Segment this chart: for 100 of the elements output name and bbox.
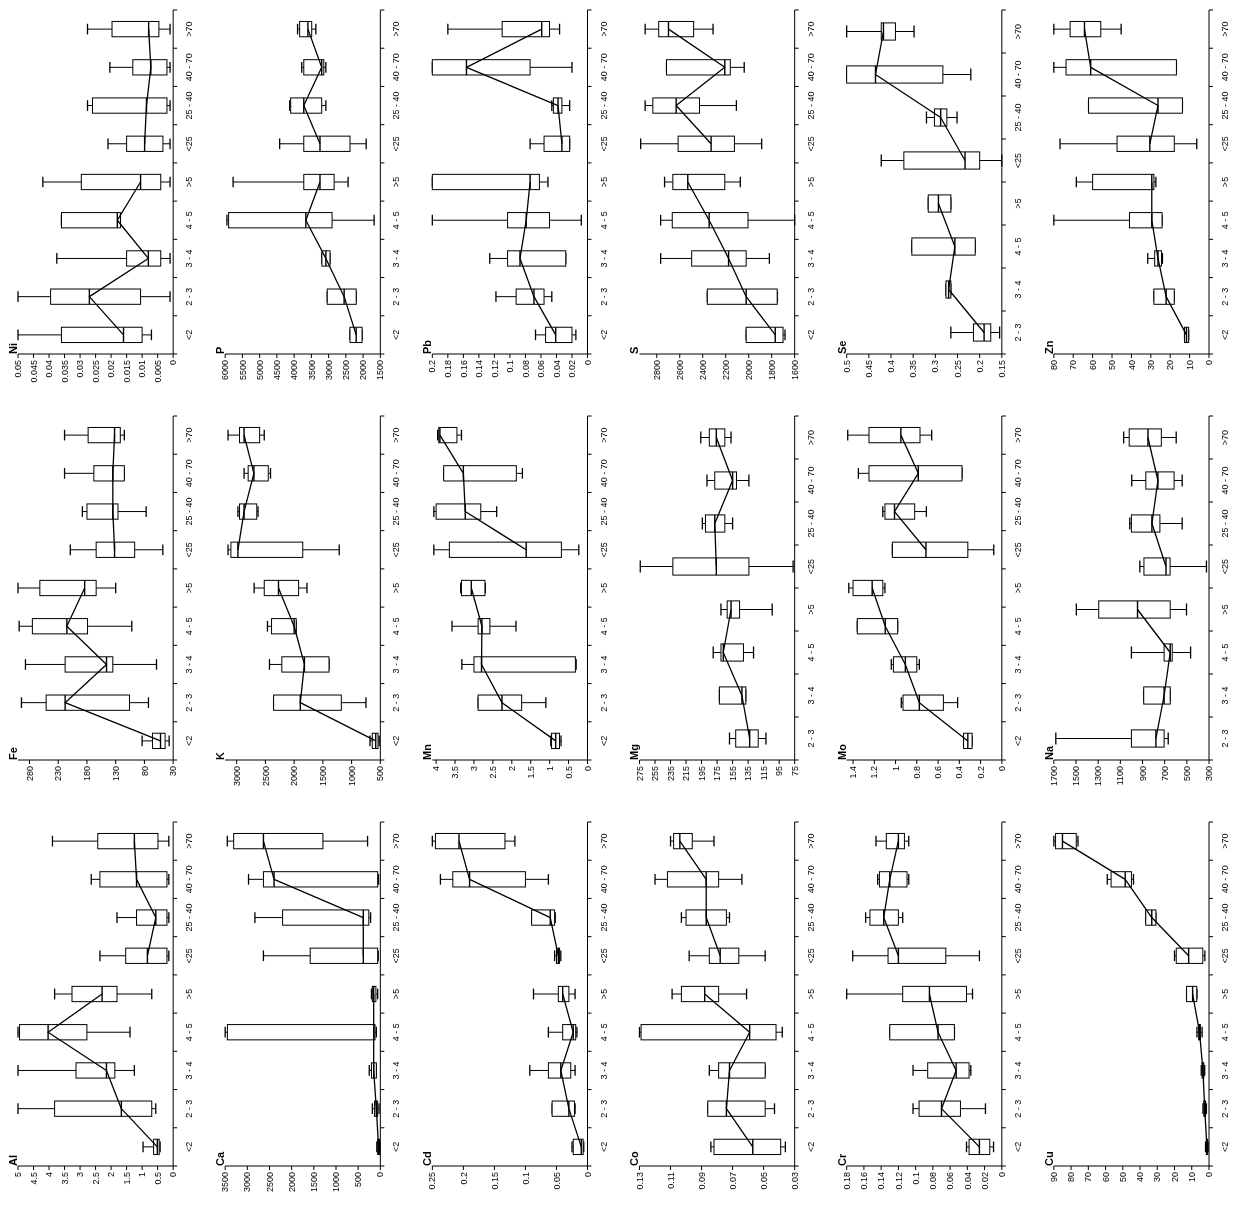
x-tick-label: 3000: [231, 766, 242, 787]
y-tick-label: <25: [805, 558, 816, 575]
y-tick-label: 25 - 40: [391, 903, 402, 932]
y-tick-label: 2 - 3: [391, 1099, 402, 1118]
x-tick-label: 30: [168, 766, 179, 777]
x-tick-label: 0.1: [910, 1172, 921, 1185]
y-tick-label: 3 - 4: [184, 1061, 195, 1080]
y-tick-label: 3 - 4: [391, 1061, 402, 1080]
x-tick-label: 0: [168, 1172, 179, 1178]
x-tick-label: 3000: [242, 1172, 253, 1193]
y-tick-label: 40 - 70: [598, 459, 609, 488]
y-tick-label: 4 - 5: [805, 211, 816, 230]
x-tick-label: 0.2: [975, 766, 986, 779]
y-tick-label: >70: [391, 833, 402, 849]
y-tick-label: 40 - 70: [1012, 865, 1023, 894]
y-tick-label: >70: [1012, 833, 1023, 849]
x-tick-label: 0: [996, 1172, 1007, 1178]
x-tick-label: 1300: [1093, 766, 1104, 787]
x-tick-label: 0.035: [59, 360, 70, 383]
y-tick-label: 40 - 70: [805, 53, 816, 82]
y-tick-label: <25: [1012, 542, 1023, 558]
text: Al: [6, 1155, 19, 1166]
y-tick-label: 2 - 3: [1012, 1099, 1023, 1118]
x-tick-label: 3: [75, 1172, 86, 1178]
x-tick-label: 30: [1145, 360, 1156, 371]
y-tick-label: >70: [1012, 427, 1023, 443]
x-tick-label: 0.09: [696, 1172, 707, 1190]
y-tick-label: <25: [391, 948, 402, 964]
x-tick-label: 0.13: [634, 1172, 645, 1190]
y-tick-label: 25 - 40: [184, 497, 195, 526]
y-tick-label: 4 - 5: [391, 211, 402, 230]
y-tick-label: 3 - 4: [1220, 249, 1231, 268]
x-tick-label: 50: [1107, 360, 1118, 371]
x-tick-label: 10: [1184, 360, 1195, 371]
x-tick-label: 0.045: [28, 360, 39, 383]
y-tick-label: 3 - 4: [598, 1061, 609, 1080]
x-tick-label: 0.1: [505, 360, 516, 373]
x-tick-label: 30: [1152, 1172, 1163, 1183]
text: Mo: [835, 743, 848, 760]
x-tick-label: 0.25: [427, 1172, 438, 1190]
y-tick-label: 4 - 5: [598, 617, 609, 636]
x-tick-label: 2500: [260, 766, 271, 787]
y-tick-label: 3 - 4: [391, 655, 402, 674]
x-tick-label: 1000: [331, 1172, 342, 1193]
x-tick-label: 0.025: [90, 360, 101, 383]
y-tick-label: <25: [805, 948, 816, 964]
y-tick-label: >5: [1220, 604, 1231, 615]
text: Cd: [421, 1151, 434, 1166]
x-tick-label: 0.8: [911, 766, 922, 779]
text: Ni: [6, 343, 19, 354]
x-tick-label: 0.08: [520, 360, 531, 378]
y-tick-label: 25 - 40: [391, 91, 402, 120]
y-tick-label: >5: [805, 988, 816, 1000]
x-tick-label: 5000: [254, 360, 265, 381]
y-tick-label: 2 - 3: [598, 1099, 609, 1118]
y-tick-label: >5: [598, 176, 609, 188]
y-tick-label: <25: [598, 948, 609, 964]
x-tick-label: 1800: [766, 360, 777, 381]
text: Co: [628, 1151, 641, 1166]
y-tick-label: <2: [1220, 1141, 1231, 1153]
y-tick-label: >70: [391, 427, 402, 443]
x-tick-label: 0.1: [520, 1172, 531, 1185]
x-tick-label: 1700: [1048, 766, 1059, 787]
x-tick-label: 0: [1204, 360, 1215, 366]
y-tick-label: >5: [391, 582, 402, 594]
y-tick-label: 3 - 4: [598, 655, 609, 674]
y-tick-label: <2: [1012, 735, 1023, 747]
x-tick-label: 5500: [237, 360, 248, 381]
x-tick-label: 80: [139, 766, 150, 777]
x-tick-label: 0.06: [945, 1172, 956, 1190]
y-tick-label: 2 - 3: [598, 693, 609, 712]
x-tick-label: 0.16: [458, 360, 469, 378]
y-tick-label: 2 - 3: [391, 693, 402, 712]
x-tick-label: 0.02: [106, 360, 117, 378]
x-tick-label: 0.4: [954, 766, 965, 779]
y-tick-label: >70: [184, 427, 195, 443]
x-tick-label: 0.15: [489, 1172, 500, 1190]
x-tick-label: 1: [137, 1172, 148, 1178]
y-tick-label: 3 - 4: [805, 686, 816, 705]
x-tick-label: 300: [1204, 766, 1215, 782]
x-tick-label: 70: [1068, 360, 1079, 371]
x-tick-label: 500: [353, 1172, 364, 1188]
y-tick-label: 25 - 40: [598, 91, 609, 120]
y-tick-label: 2 - 3: [805, 287, 816, 306]
y-tick-label: <2: [598, 1141, 609, 1153]
x-tick-label: 0.12: [489, 360, 500, 378]
y-tick-label: 40 - 70: [805, 466, 816, 495]
text: Cu: [1042, 1151, 1055, 1166]
x-tick-label: 230: [53, 766, 64, 782]
x-tick-label: 0.45: [863, 360, 874, 378]
x-tick-label: 2: [506, 766, 517, 772]
y-tick-label: 4 - 5: [184, 617, 195, 636]
y-tick-label: 3 - 4: [1220, 686, 1231, 705]
y-tick-label: 40 - 70: [1012, 60, 1023, 89]
x-tick-label: 2400: [697, 360, 708, 381]
x-tick-label: 0.5: [152, 1172, 163, 1185]
x-tick-label: 0.18: [443, 360, 453, 378]
y-tick-label: 3 - 4: [391, 249, 402, 268]
x-tick-label: 0: [168, 360, 179, 366]
x-tick-label: 0.005: [152, 360, 163, 383]
